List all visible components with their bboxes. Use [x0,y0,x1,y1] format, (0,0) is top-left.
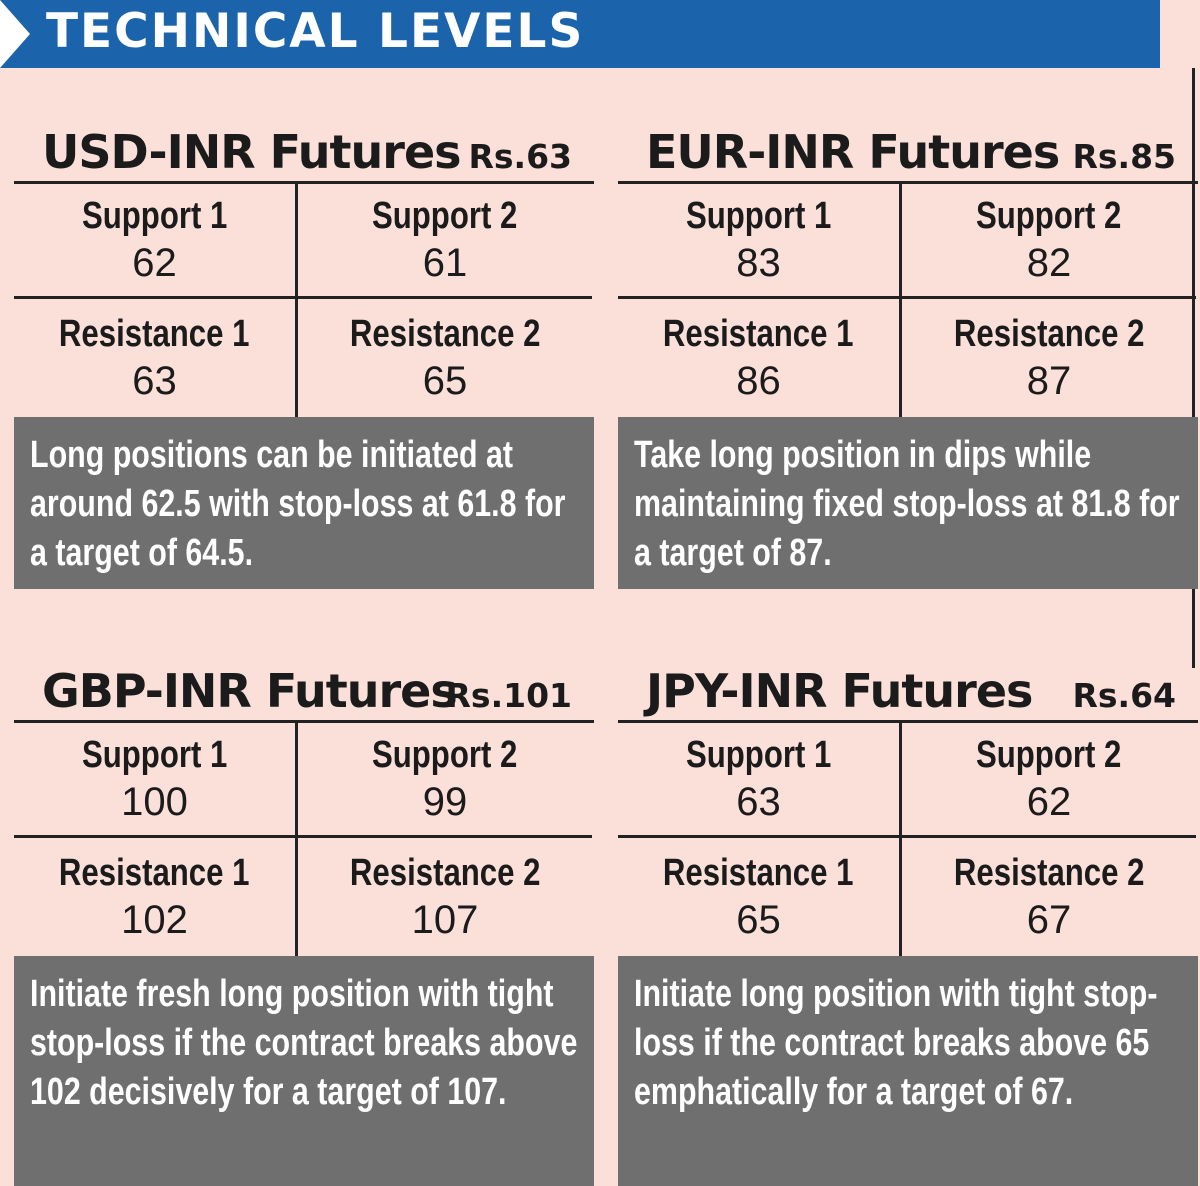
resistance-1-cell: Resistance 1 63 [14,299,298,417]
support-1-cell: Support 1 62 [14,184,298,299]
panel-usd-inr: USD-INR Futures Rs.63 Support 1 62 Suppo… [14,117,594,589]
panel-header: GBP-INR Futures Rs.101 [14,656,594,723]
resistance-1-cell: Resistance 1 102 [14,838,298,956]
panel-title: JPY-INR Futures [646,664,1033,718]
support-1-cell: Support 1 100 [14,723,298,838]
panel-header: USD-INR Futures Rs.63 [14,117,594,184]
support-2-cell: Support 2 99 [298,723,592,838]
support-2-value: 99 [422,780,468,824]
panel-jpy-inr: JPY-INR Futures Rs.64 Support 1 63 Suppo… [618,656,1198,1186]
panel-title: USD-INR Futures [42,125,462,179]
support-1-value: 63 [736,780,781,824]
resistance-2-cell: Resistance 2 67 [902,838,1196,956]
support-1-cell: Support 1 63 [618,723,902,838]
panel-price: Rs.63 [468,137,572,176]
support-2-value: 82 [1026,241,1072,285]
resistance-1-cell: Resistance 1 86 [618,299,902,417]
resistance-2-label: Resistance 2 [349,313,541,355]
arrow-icon [0,0,30,68]
resistance-2-label: Resistance 2 [349,852,541,894]
panel-header: JPY-INR Futures Rs.64 [618,656,1198,723]
recommendation-note: Initiate long position with tight stop-l… [618,956,1198,1186]
resistance-2-value: 87 [1026,359,1072,403]
levels-grid: Support 1 83 Support 2 82 Resistance 1 8… [618,184,1198,417]
support-1-value: 100 [121,780,188,824]
support-1-cell: Support 1 83 [618,184,902,299]
panel-price: Rs.101 [445,676,572,715]
recommendation-note: Take long position in dips while maintai… [618,417,1198,589]
support-1-label: Support 1 [81,734,228,776]
resistance-2-label: Resistance 2 [953,852,1145,894]
header-banner: TECHNICAL LEVELS [0,0,1160,68]
note-text: Take long position in dips while maintai… [634,434,1180,574]
resistance-2-cell: Resistance 2 87 [902,299,1196,417]
panel-gbp-inr: GBP-INR Futures Rs.101 Support 1 100 Sup… [14,656,594,1186]
edge-divider [1192,68,1195,668]
panel-price: Rs.85 [1072,137,1176,176]
resistance-1-value: 63 [132,359,177,403]
page-title: TECHNICAL LEVELS [46,4,585,59]
resistance-1-label: Resistance 1 [663,852,854,894]
resistance-2-cell: Resistance 2 65 [298,299,592,417]
support-1-label: Support 1 [81,195,228,237]
levels-grid: Support 1 100 Support 2 99 Resistance 1 … [14,723,594,956]
panel-header: EUR-INR Futures Rs.85 [618,117,1198,184]
note-text: Long positions can be initiated at aroun… [30,434,566,574]
support-1-label: Support 1 [685,195,832,237]
resistance-2-value: 65 [422,359,468,403]
support-2-value: 61 [422,241,468,285]
support-2-label: Support 2 [372,195,518,237]
support-2-label: Support 2 [372,734,518,776]
support-2-value: 62 [1026,780,1072,824]
levels-grid: Support 1 63 Support 2 62 Resistance 1 6… [618,723,1198,956]
resistance-2-value: 67 [1026,898,1072,942]
resistance-2-value: 107 [411,898,479,942]
resistance-1-value: 102 [121,898,188,942]
support-2-cell: Support 2 82 [902,184,1196,299]
support-2-label: Support 2 [976,195,1122,237]
resistance-1-label: Resistance 1 [59,313,250,355]
note-text: Initiate fresh long position with tight … [30,973,578,1113]
support-2-cell: Support 2 62 [902,723,1196,838]
resistance-2-cell: Resistance 2 107 [298,838,592,956]
resistance-1-label: Resistance 1 [59,852,250,894]
resistance-1-value: 86 [736,359,781,403]
support-1-label: Support 1 [685,734,832,776]
panel-eur-inr: EUR-INR Futures Rs.85 Support 1 83 Suppo… [618,117,1198,589]
recommendation-note: Long positions can be initiated at aroun… [14,417,594,589]
recommendation-note: Initiate fresh long position with tight … [14,956,594,1186]
resistance-1-cell: Resistance 1 65 [618,838,902,956]
support-2-label: Support 2 [976,734,1122,776]
support-2-cell: Support 2 61 [298,184,592,299]
panel-title: GBP-INR Futures [42,664,458,718]
panel-price: Rs.64 [1072,676,1176,715]
panel-title: EUR-INR Futures [646,125,1060,179]
resistance-2-label: Resistance 2 [953,313,1145,355]
support-1-value: 62 [132,241,177,285]
resistance-1-value: 65 [736,898,781,942]
resistance-1-label: Resistance 1 [663,313,854,355]
levels-grid: Support 1 62 Support 2 61 Resistance 1 6… [14,184,594,417]
support-1-value: 83 [736,241,781,285]
note-text: Initiate long position with tight stop-l… [634,973,1158,1113]
